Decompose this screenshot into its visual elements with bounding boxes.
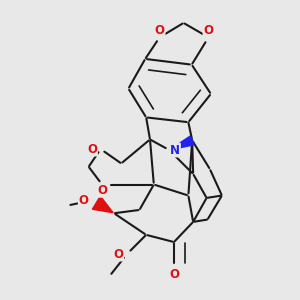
Text: O: O — [87, 142, 97, 155]
Text: O: O — [154, 24, 165, 37]
Text: O: O — [169, 268, 179, 281]
Text: O: O — [113, 248, 123, 260]
Text: O: O — [97, 184, 107, 197]
Text: N: N — [170, 143, 180, 157]
Text: O: O — [79, 194, 89, 207]
Polygon shape — [169, 136, 194, 150]
Text: O: O — [203, 24, 214, 37]
Polygon shape — [92, 196, 113, 213]
